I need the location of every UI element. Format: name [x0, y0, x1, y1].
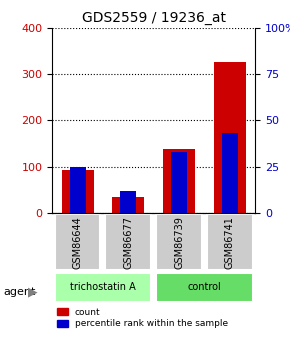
Text: GSM86644: GSM86644 [72, 216, 83, 269]
Bar [61, 170, 94, 213]
Bar [120, 191, 136, 213]
FancyBboxPatch shape [106, 215, 151, 270]
Text: GSM86741: GSM86741 [225, 216, 235, 269]
Text: agent: agent [3, 287, 35, 296]
Text: trichostatin A: trichostatin A [70, 282, 136, 292]
Bar [214, 62, 246, 213]
Bar [112, 197, 144, 213]
Bar [222, 134, 238, 213]
FancyBboxPatch shape [55, 273, 151, 302]
FancyBboxPatch shape [55, 215, 100, 270]
Title: GDS2559 / 19236_at: GDS2559 / 19236_at [82, 11, 226, 25]
Bar [70, 167, 86, 213]
Text: ▶: ▶ [28, 285, 37, 298]
Bar [163, 149, 195, 213]
FancyBboxPatch shape [156, 273, 253, 302]
Legend: count, percentile rank within the sample: count, percentile rank within the sample [57, 308, 228, 328]
Text: control: control [188, 282, 221, 292]
Text: GSM86677: GSM86677 [123, 216, 133, 269]
FancyBboxPatch shape [207, 215, 253, 270]
Bar [171, 152, 187, 213]
FancyBboxPatch shape [156, 215, 202, 270]
Text: GSM86739: GSM86739 [174, 216, 184, 269]
